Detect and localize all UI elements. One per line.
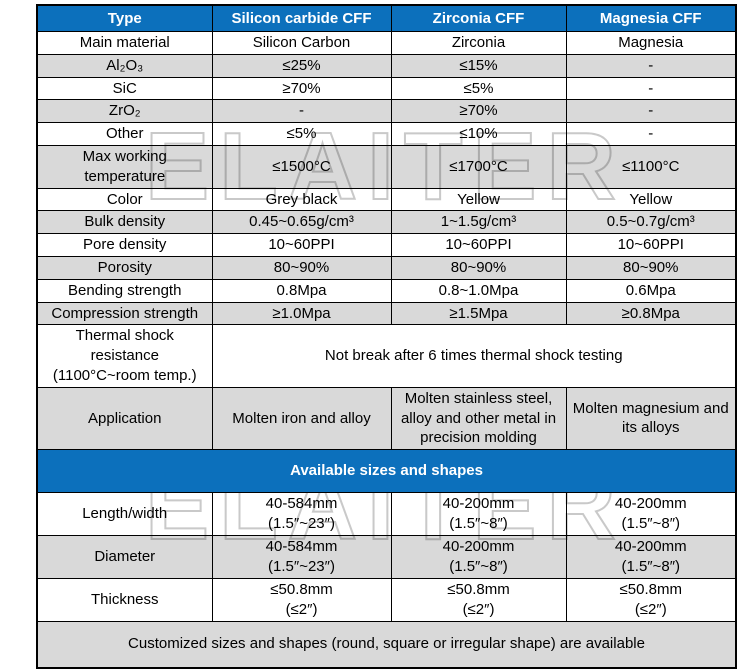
value-cell: 40-584mm (1.5″~23″) <box>211 492 392 537</box>
value-cell: 80~90% <box>390 255 567 280</box>
row-label: ZrO₂ <box>36 99 213 124</box>
value-cell: ≤1700°C <box>390 144 567 189</box>
value-cell: ≥70% <box>390 99 567 124</box>
row-label: Bulk density <box>36 210 213 235</box>
value-cell: 40-200mm (1.5″~8″) <box>565 535 737 580</box>
header-row: Type Silicon carbide CFF Zirconia CFF Ma… <box>36 4 737 32</box>
table-row: Bulk density 0.45~0.65g/cm³ 1~1.5g/cm³ 0… <box>36 210 737 235</box>
row-label: Al₂O₃ <box>36 53 213 78</box>
value-cell: ≤50.8mm (≤2″) <box>390 578 567 623</box>
value-cell: 1~1.5g/cm³ <box>390 210 567 235</box>
row-label: Main material <box>36 31 213 55</box>
value-cell: 0.5~0.7g/cm³ <box>565 210 737 235</box>
value-cell: 40-200mm (1.5″~8″) <box>565 492 737 537</box>
value-cell: 80~90% <box>565 255 737 280</box>
value-cell: ≤5% <box>390 76 567 101</box>
row-label: Bending strength <box>36 278 213 303</box>
value-cell: 0.45~0.65g/cm³ <box>211 210 392 235</box>
value-cell: Molten magnesium and its alloys <box>565 386 737 451</box>
row-label: SiC <box>36 76 213 101</box>
size-row: Diameter 40-584mm (1.5″~23″) 40-200mm (1… <box>36 535 737 580</box>
value-cell: ≥70% <box>211 76 392 101</box>
column-header-magnesia: Magnesia CFF <box>565 4 737 32</box>
sizes-banner-title: Available sizes and shapes <box>36 449 737 494</box>
value-cell: ≤25% <box>211 53 392 78</box>
row-label: Compression strength <box>36 301 213 326</box>
value-cell: ≥0.8Mpa <box>565 301 737 326</box>
table-row: Bending strength 0.8Mpa 0.8~1.0Mpa 0.6Mp… <box>36 278 737 303</box>
row-label: Max working temperature <box>36 144 213 189</box>
table-row: Max working temperature ≤1500°C ≤1700°C … <box>36 144 737 189</box>
row-label: Diameter <box>36 535 213 580</box>
table-row: Color Grey black Yellow Yellow <box>36 187 737 212</box>
value-cell: ≤1500°C <box>211 144 392 189</box>
value-cell: 10~60PPI <box>565 233 737 257</box>
value-cell: Grey black <box>211 187 392 212</box>
value-cell: ≤50.8mm (≤2″) <box>211 578 392 623</box>
value-cell: Molten iron and alloy <box>211 386 392 451</box>
value-cell: Molten stainless steel, alloy and other … <box>390 386 567 451</box>
spec-table-container: Type Silicon carbide CFF Zirconia CFF Ma… <box>36 4 737 669</box>
value-cell: 40-200mm (1.5″~8″) <box>390 492 567 537</box>
table-row: Compression strength ≥1.0Mpa ≥1.5Mpa ≥0.… <box>36 301 737 326</box>
column-header-type: Type <box>36 4 213 32</box>
customized-note: Customized sizes and shapes (round, squa… <box>36 621 737 669</box>
value-cell: Silicon Carbon <box>211 31 392 55</box>
value-cell: 0.8Mpa <box>211 278 392 303</box>
customized-note-row: Customized sizes and shapes (round, squa… <box>36 621 737 669</box>
value-cell: 0.8~1.0Mpa <box>390 278 567 303</box>
thermal-shock-row: Thermal shock resistance (1100°C~room te… <box>36 324 737 388</box>
value-cell: ≥1.0Mpa <box>211 301 392 326</box>
size-row: Thickness ≤50.8mm (≤2″) ≤50.8mm (≤2″) ≤5… <box>36 578 737 623</box>
value-cell: Yellow <box>390 187 567 212</box>
value-cell: Magnesia <box>565 31 737 55</box>
value-cell: ≤50.8mm (≤2″) <box>565 578 737 623</box>
value-cell: 40-200mm (1.5″~8″) <box>390 535 567 580</box>
table-row: Other ≤5% ≤10% - <box>36 122 737 146</box>
value-cell: ≤15% <box>390 53 567 78</box>
value-cell: - <box>565 122 737 146</box>
value-cell: - <box>565 99 737 124</box>
cff-spec-table: Type Silicon carbide CFF Zirconia CFF Ma… <box>36 4 737 669</box>
row-label: Thickness <box>36 578 213 623</box>
value-cell: 0.6Mpa <box>565 278 737 303</box>
table-row: Pore density 10~60PPI 10~60PPI 10~60PPI <box>36 233 737 257</box>
row-label: Other <box>36 122 213 146</box>
table-row: Al₂O₃ ≤25% ≤15% - <box>36 53 737 78</box>
row-label: Application <box>36 386 213 451</box>
value-cell: Zirconia <box>390 31 567 55</box>
value-cell: ≤10% <box>390 122 567 146</box>
column-header-zirconia: Zirconia CFF <box>390 4 567 32</box>
value-cell: 80~90% <box>211 255 392 280</box>
value-cell: - <box>565 76 737 101</box>
value-cell: ≤5% <box>211 122 392 146</box>
value-cell: 10~60PPI <box>390 233 567 257</box>
column-header-silicon-carbide: Silicon carbide CFF <box>211 4 392 32</box>
table-row: Porosity 80~90% 80~90% 80~90% <box>36 255 737 280</box>
value-cell: 40-584mm (1.5″~23″) <box>211 535 392 580</box>
thermal-shock-value: Not break after 6 times thermal shock te… <box>211 324 737 388</box>
application-row: Application Molten iron and alloy Molten… <box>36 386 737 451</box>
row-label: Porosity <box>36 255 213 280</box>
row-label: Length/width <box>36 492 213 537</box>
table-row: SiC ≥70% ≤5% - <box>36 76 737 101</box>
table-row: Main material Silicon Carbon Zirconia Ma… <box>36 31 737 55</box>
value-cell: Yellow <box>565 187 737 212</box>
row-label: Pore density <box>36 233 213 257</box>
sizes-banner-row: Available sizes and shapes <box>36 449 737 494</box>
value-cell: ≤1100°C <box>565 144 737 189</box>
row-label: Color <box>36 187 213 212</box>
value-cell: ≥1.5Mpa <box>390 301 567 326</box>
value-cell: - <box>211 99 392 124</box>
table-row: ZrO₂ - ≥70% - <box>36 99 737 124</box>
row-label: Thermal shock resistance (1100°C~room te… <box>36 324 213 388</box>
value-cell: - <box>565 53 737 78</box>
size-row: Length/width 40-584mm (1.5″~23″) 40-200m… <box>36 492 737 537</box>
value-cell: 10~60PPI <box>211 233 392 257</box>
